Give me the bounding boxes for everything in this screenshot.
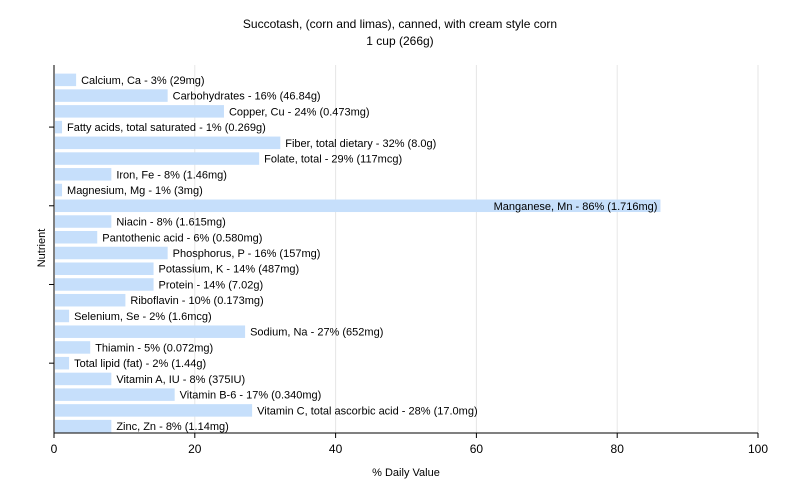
bar-label: Thiamin - 5% (0.072mg): [95, 342, 213, 354]
bar-label: Phosphorus, P - 16% (157mg): [173, 248, 321, 260]
bar: [55, 152, 260, 165]
gridlines: [194, 65, 759, 433]
x-tick-label: 40: [329, 442, 343, 456]
bar: [55, 168, 112, 181]
bar-label: Riboflavin - 10% (0.173mg): [130, 295, 263, 307]
bar: [55, 215, 112, 228]
bar-label: Zinc, Zn - 8% (1.14mg): [116, 421, 228, 433]
bar: [55, 136, 281, 150]
bar-label: Selenium, Se - 2% (1.6mcg): [74, 311, 212, 323]
bar-label: Pantothenic acid - 6% (0.580mg): [102, 232, 262, 244]
bar-label: Sodium, Na - 27% (652mg): [250, 327, 383, 339]
bar-label: Calcium, Ca - 3% (29mg): [81, 75, 204, 87]
bar: [55, 388, 175, 401]
bar: [55, 183, 63, 197]
chart-subtitle: 1 cup (266g): [366, 34, 433, 48]
bar-label: Vitamin C, total ascorbic acid - 28% (17…: [257, 405, 478, 417]
bar: [55, 120, 63, 134]
bar: [55, 231, 98, 244]
bar-label: Magnesium, Mg - 1% (3mg): [67, 185, 203, 197]
bar: [55, 293, 126, 307]
bars-group: Calcium, Ca - 3% (29mg) Carbohydrates - 1…: [55, 73, 661, 433]
bar-label: Fiber, total dietary - 32% (8.0g): [285, 138, 436, 150]
bar-label: Protein - 14% (7.02g): [159, 279, 264, 291]
bar: [55, 325, 246, 338]
bar: [55, 105, 224, 118]
bar: [55, 73, 77, 87]
x-tick-label: 0: [51, 442, 58, 456]
bar: [55, 278, 154, 291]
bar: [55, 262, 154, 275]
bar: [55, 404, 253, 417]
bar-label: Potassium, K - 14% (487mg): [159, 264, 300, 276]
bar: [55, 199, 661, 213]
bar-label: Copper, Cu - 24% (0.473mg): [229, 106, 370, 118]
bar-label: Total lipid (fat) - 2% (1.44g): [74, 358, 206, 370]
x-tick-label: 80: [611, 442, 625, 456]
bar-label: Carbohydrates - 16% (46.84g): [173, 91, 321, 103]
chart-title: Succotash, (corn and limas), canned, wit…: [243, 17, 557, 31]
x-tick-label: 60: [470, 442, 484, 456]
bar-label: Iron, Fe - 8% (1.46mg): [116, 169, 227, 181]
bar-label: Niacin - 8% (1.615mg): [116, 217, 225, 229]
x-axis-title: % Daily Value: [372, 467, 440, 479]
bar-label: Manganese, Mn - 86% (1.716mg): [494, 201, 658, 213]
bar: [55, 246, 168, 260]
axes-group: 0 20 40 60 80 100: [49, 65, 768, 456]
bar: [55, 419, 112, 433]
bar-label: Vitamin B-6 - 17% (0.340mg): [180, 390, 322, 402]
bar: [55, 309, 70, 323]
bar-label: Folate, total - 29% (117mcg): [264, 154, 402, 166]
bar-label: Fatty acids, total saturated - 1% (0.269…: [67, 122, 266, 134]
bar: [55, 372, 112, 386]
bar-label: Vitamin A, IU - 8% (375IU): [116, 374, 245, 386]
y-axis-title: Nutrient: [36, 229, 48, 268]
bar: [55, 341, 91, 354]
x-tick-label: 100: [748, 442, 768, 456]
bar: [55, 356, 70, 370]
x-tick-label: 20: [188, 442, 202, 456]
bar: [55, 89, 168, 102]
